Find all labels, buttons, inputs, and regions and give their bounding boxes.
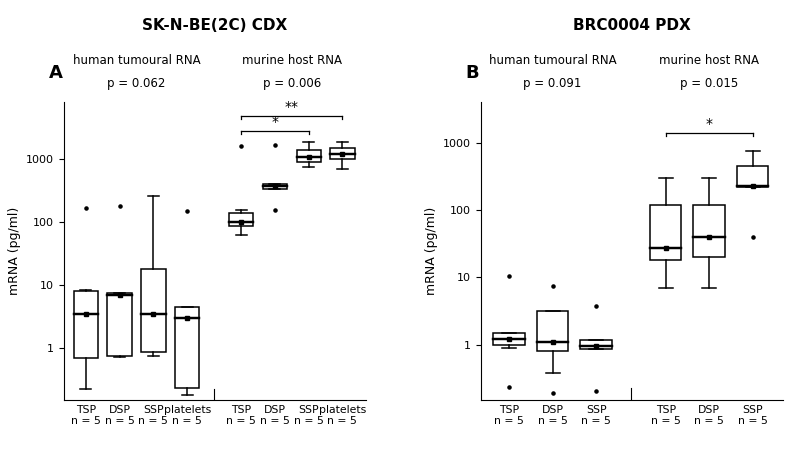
- Bar: [108, 293, 132, 356]
- Bar: [175, 307, 199, 388]
- Bar: [537, 311, 568, 351]
- Text: *: *: [706, 117, 713, 131]
- Text: p = 0.015: p = 0.015: [680, 77, 738, 90]
- Bar: [141, 269, 165, 352]
- Text: p = 0.091: p = 0.091: [523, 77, 582, 90]
- Text: *: *: [272, 115, 278, 129]
- Text: murine host RNA: murine host RNA: [659, 53, 759, 66]
- Text: p = 0.062: p = 0.062: [107, 77, 165, 90]
- Title: BRC0004 PDX: BRC0004 PDX: [573, 18, 691, 33]
- Bar: [694, 205, 725, 257]
- Text: human tumoural RNA: human tumoural RNA: [73, 53, 201, 66]
- Y-axis label: mRNA (pg/ml): mRNA (pg/ml): [424, 207, 438, 295]
- Text: p = 0.006: p = 0.006: [263, 77, 321, 90]
- Y-axis label: mRNA (pg/ml): mRNA (pg/ml): [8, 207, 21, 295]
- Title: SK-N-BE(2C) CDX: SK-N-BE(2C) CDX: [142, 18, 288, 33]
- Bar: [330, 148, 355, 159]
- Bar: [74, 291, 98, 358]
- Bar: [296, 150, 321, 162]
- Text: **: **: [284, 100, 299, 114]
- Text: A: A: [49, 64, 62, 82]
- Text: B: B: [466, 64, 479, 82]
- Bar: [229, 213, 253, 226]
- Bar: [494, 332, 525, 345]
- Bar: [737, 166, 769, 187]
- Text: human tumoural RNA: human tumoural RNA: [489, 53, 616, 66]
- Bar: [263, 184, 287, 189]
- Bar: [580, 340, 612, 349]
- Text: murine host RNA: murine host RNA: [242, 53, 342, 66]
- Bar: [650, 205, 682, 260]
